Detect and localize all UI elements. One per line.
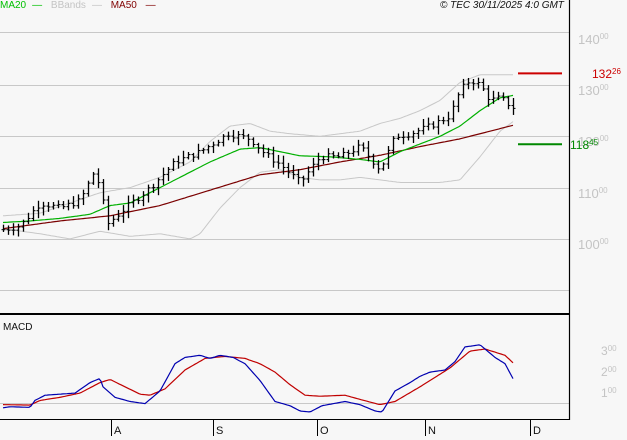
ma50-line (2, 124, 514, 230)
month-label: A (114, 425, 122, 437)
month-label: O (320, 425, 329, 437)
price-axis-label: 12000 (578, 134, 609, 150)
month-label: N (428, 425, 436, 437)
price-axis-label: 14000 (578, 31, 609, 47)
legend: MA20— BBands — MA50 — (0, 0, 162, 12)
legend-ma20: MA20— (0, 0, 43, 11)
bband-upper-line (2, 74, 513, 217)
macd-axis-label: 200 (601, 365, 617, 379)
ma20-line (2, 94, 514, 224)
macd-line (2, 344, 514, 413)
resistance-label: 13226 (592, 67, 621, 81)
macd-axis-label: 300 (601, 344, 617, 358)
month-label: S (216, 425, 224, 437)
macd-axis-label: 100 (601, 386, 617, 400)
bband-lower-line (2, 121, 514, 240)
macd-title: MACD (3, 322, 33, 333)
legend-bbands: BBands — (50, 0, 102, 11)
price-axis-label: 11000 (578, 185, 608, 201)
macd-signal-line (2, 348, 514, 406)
support-label: 11845 (570, 138, 599, 152)
copyright: © TEC 30/11/2025 4:0 GMT (440, 0, 564, 11)
price-axis-label: 13000 (578, 83, 609, 98)
legend-ma50: MA50 — (110, 0, 156, 11)
month-label: D (533, 425, 541, 437)
price-axis-label: 10000 (578, 236, 609, 252)
